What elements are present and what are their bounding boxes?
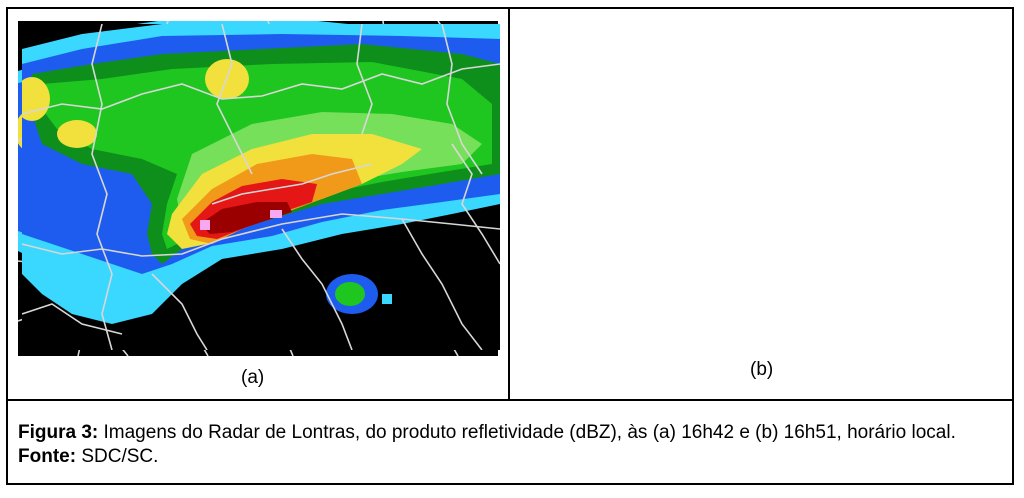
figure-cell-a <box>8 9 510 399</box>
figure-table: (a) <box>6 7 1014 485</box>
caption-text: Imagens do Radar de Lontras, do produto … <box>98 422 956 443</box>
figure-caption: Figura 3: Imagens do Radar de Lontras, d… <box>18 421 1003 469</box>
source-text: SDC/SC. <box>76 446 159 467</box>
figure-number: Figura 3: <box>18 422 99 443</box>
figure-cell-b <box>510 9 1012 399</box>
subfigure-label-b: (b) <box>750 359 774 380</box>
source-label: Fonte: <box>18 446 77 467</box>
radar-reflectivity-map-b <box>22 24 500 350</box>
figure-caption-cell: Figura 3: Imagens do Radar de Lontras, d… <box>8 399 1012 483</box>
radar-image-b <box>22 24 500 350</box>
subfigure-label-a: (a) <box>241 367 265 388</box>
